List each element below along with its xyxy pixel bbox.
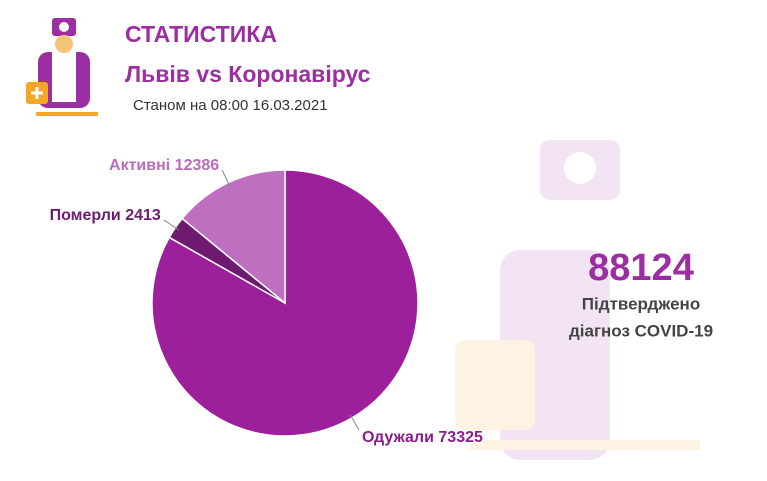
subtitle: Львів vs Коронавірус [125, 61, 371, 87]
leader-line [349, 414, 360, 431]
watermark [455, 140, 700, 460]
data-label: Активні 12386 [109, 157, 219, 174]
data-label: Одужали 73325 [362, 429, 483, 446]
data-label: Померли 2413 [50, 207, 161, 224]
title: СТАТИСТИКА [125, 21, 277, 47]
date: Станом на 08:00 16.03.2021 [133, 97, 328, 114]
category-label: Активні [109, 157, 170, 174]
total: 88124 [588, 247, 694, 289]
total-label: Підтверджено [582, 294, 700, 313]
category-label: Померли [50, 207, 121, 224]
logo [26, 18, 98, 116]
value-label: 73325 [438, 429, 483, 446]
leader-line [221, 169, 231, 187]
total-label: діагноз COVID-19 [569, 321, 713, 340]
value-label: 2413 [125, 207, 161, 224]
leader-line [163, 219, 179, 231]
category-label: Одужали [362, 429, 434, 446]
value-label: 12386 [175, 157, 220, 174]
